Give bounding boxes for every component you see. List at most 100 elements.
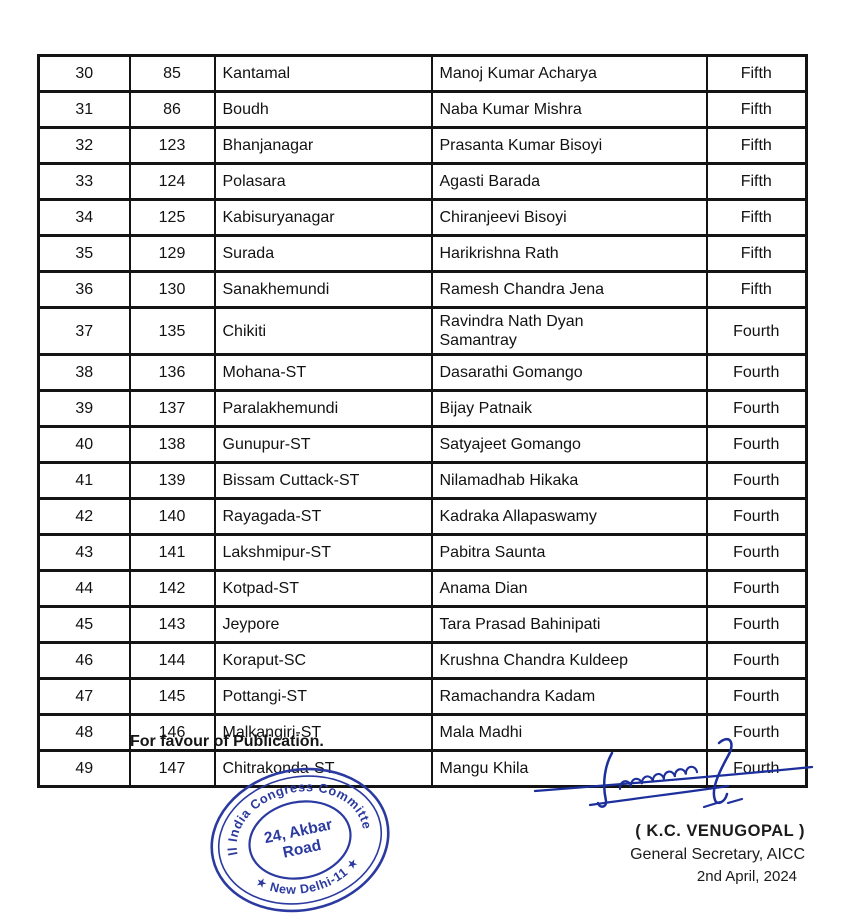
candidate-name-cell: Satyajeet Gomango (430, 425, 708, 464)
svg-text:★ New Delhi-11 ★: ★ New Delhi-11 ★ (251, 853, 366, 906)
phase-cell: Fifth (705, 270, 808, 309)
candidate-name-cell: Harikrishna Rath (430, 234, 708, 273)
table-row: 48 146 Malkangiri-ST Mala Madhi Fourth (37, 713, 808, 752)
phase-cell: Fourth (705, 605, 808, 644)
constituency-number-cell: 145 (128, 677, 216, 716)
candidate-name-cell: Chiranjeevi Bisoyi (430, 198, 708, 237)
constituency-number-cell: 147 (128, 749, 216, 788)
stamp-outer-ring (210, 767, 390, 913)
phase-cell: Fifth (705, 90, 808, 129)
table-row: 42 140 Rayagada-ST Kadraka Allapaswamy F… (37, 497, 808, 536)
serial-number-cell: 39 (37, 389, 131, 428)
serial-number-cell: 47 (37, 677, 131, 716)
constituency-number-cell: 130 (128, 270, 216, 309)
constituency-number-cell: 144 (128, 641, 216, 680)
signatory-name: ( K.C. VENUGOPAL ) (635, 822, 805, 840)
candidate-name-cell: Anama Dian (430, 569, 708, 608)
serial-number-cell: 37 (37, 306, 131, 356)
phase-cell: Fourth (705, 677, 808, 716)
candidate-name-cell: Pabitra Saunta (430, 533, 708, 572)
constituency-number-cell: 125 (128, 198, 216, 237)
constituency-name-cell: Malkangiri-ST (213, 713, 433, 752)
candidate-table: 30 85 Kantamal Manoj Kumar Acharya Fifth… (37, 54, 808, 788)
constituency-name-cell: Boudh (213, 90, 433, 129)
constituency-name-cell: Kabisuryanagar (213, 198, 433, 237)
constituency-name-cell: Polasara (213, 162, 433, 201)
constituency-name-cell: Koraput-SC (213, 641, 433, 680)
constituency-number-cell: 142 (128, 569, 216, 608)
constituency-name-cell: Paralakhemundi (213, 389, 433, 428)
constituency-name-cell: Kantamal (213, 54, 433, 93)
candidate-name-cell: Ramachandra Kadam (430, 677, 708, 716)
serial-number-cell: 38 (37, 353, 131, 392)
serial-number-cell: 31 (37, 90, 131, 129)
constituency-number-cell: 85 (128, 54, 216, 93)
signature (533, 738, 814, 809)
candidate-name-cell: Ravindra Nath Dyan Samantray (430, 306, 708, 356)
serial-number-cell: 43 (37, 533, 131, 572)
constituency-name-cell: Kotpad-ST (213, 569, 433, 608)
signature-stem-stroke (596, 751, 614, 808)
phase-cell: Fourth (705, 497, 808, 536)
table-row: 43 141 Lakshmipur-ST Pabitra Saunta Four… (37, 533, 808, 572)
phase-cell: Fourth (705, 425, 808, 464)
table-row: 35 129 Surada Harikrishna Rath Fifth (37, 234, 808, 273)
constituency-number-cell: 135 (128, 306, 216, 356)
aicc-stamp: All India Congress Committee ★ New Delhi… (206, 764, 390, 913)
constituency-number-cell: 123 (128, 126, 216, 165)
serial-number-cell: 46 (37, 641, 131, 680)
serial-number-cell: 35 (37, 234, 131, 273)
signatory-block: ( K.C. VENUGOPAL ) General Secretary, AI… (485, 822, 805, 885)
candidate-name-cell: Ramesh Chandra Jena (430, 270, 708, 309)
phase-cell: Fourth (705, 461, 808, 500)
constituency-number-cell: 146 (128, 713, 216, 752)
signature-underline-stroke (588, 784, 730, 807)
serial-number-cell: 40 (37, 425, 131, 464)
candidate-name-cell: Agasti Barada (430, 162, 708, 201)
table-row: 37 135 Chikiti Ravindra Nath Dyan Samant… (37, 306, 808, 356)
constituency-name-cell: Surada (213, 234, 433, 273)
phase-cell: Fourth (705, 389, 808, 428)
constituency-number-cell: 136 (128, 353, 216, 392)
table-row: 47 145 Pottangi-ST Ramachandra Kadam Fou… (37, 677, 808, 716)
signatory-date: 2nd April, 2024 (696, 868, 797, 885)
candidate-name-cell: Nilamadhab Hikaka (430, 461, 708, 500)
phase-cell: Fifth (705, 162, 808, 201)
serial-number-cell: 34 (37, 198, 131, 237)
serial-number-cell: 45 (37, 605, 131, 644)
constituency-name-cell: Sanakhemundi (213, 270, 433, 309)
serial-number-cell: 42 (37, 497, 131, 536)
phase-cell: Fourth (705, 713, 808, 752)
constituency-number-cell: 138 (128, 425, 216, 464)
table-row: 31 86 Boudh Naba Kumar Mishra Fifth (37, 90, 808, 129)
constituency-name-cell: Gunupur-ST (213, 425, 433, 464)
table-row: 49 147 Chitrakonda-ST Mangu Khila Fourth (37, 749, 808, 788)
constituency-number-cell: 140 (128, 497, 216, 536)
table-row: 46 144 Koraput-SC Krushna Chandra Kuldee… (37, 641, 808, 680)
constituency-number-cell: 143 (128, 605, 216, 644)
table-row: 44 142 Kotpad-ST Anama Dian Fourth (37, 569, 808, 608)
serial-number-cell: 48 (37, 713, 131, 752)
constituency-name-cell: Bissam Cuttack-ST (213, 461, 433, 500)
serial-number-cell: 44 (37, 569, 131, 608)
constituency-name-cell: Chitrakonda-ST (213, 749, 433, 788)
serial-number-cell: 32 (37, 126, 131, 165)
candidate-name-cell: Tara Prasad Bahinipati (430, 605, 708, 644)
serial-number-cell: 33 (37, 162, 131, 201)
table-row: 38 136 Mohana-ST Dasarathi Gomango Fourt… (37, 353, 808, 392)
table-row: 34 125 Kabisuryanagar Chiranjeevi Bisoyi… (37, 198, 808, 237)
candidate-name-cell: Bijay Patnaik (430, 389, 708, 428)
serial-number-cell: 36 (37, 270, 131, 309)
constituency-number-cell: 129 (128, 234, 216, 273)
signature-tall-loop-stroke (712, 738, 733, 805)
serial-number-cell: 30 (37, 54, 131, 93)
signature-long-stroke (533, 765, 814, 793)
candidate-name-cell: Krushna Chandra Kuldeep (430, 641, 708, 680)
signatory-title: General Secretary, AICC (630, 846, 805, 863)
phase-cell: Fourth (705, 569, 808, 608)
phase-cell: Fifth (705, 54, 808, 93)
constituency-name-cell: Bhanjanagar (213, 126, 433, 165)
signature-dash2 (726, 797, 744, 805)
phase-cell: Fourth (705, 533, 808, 572)
